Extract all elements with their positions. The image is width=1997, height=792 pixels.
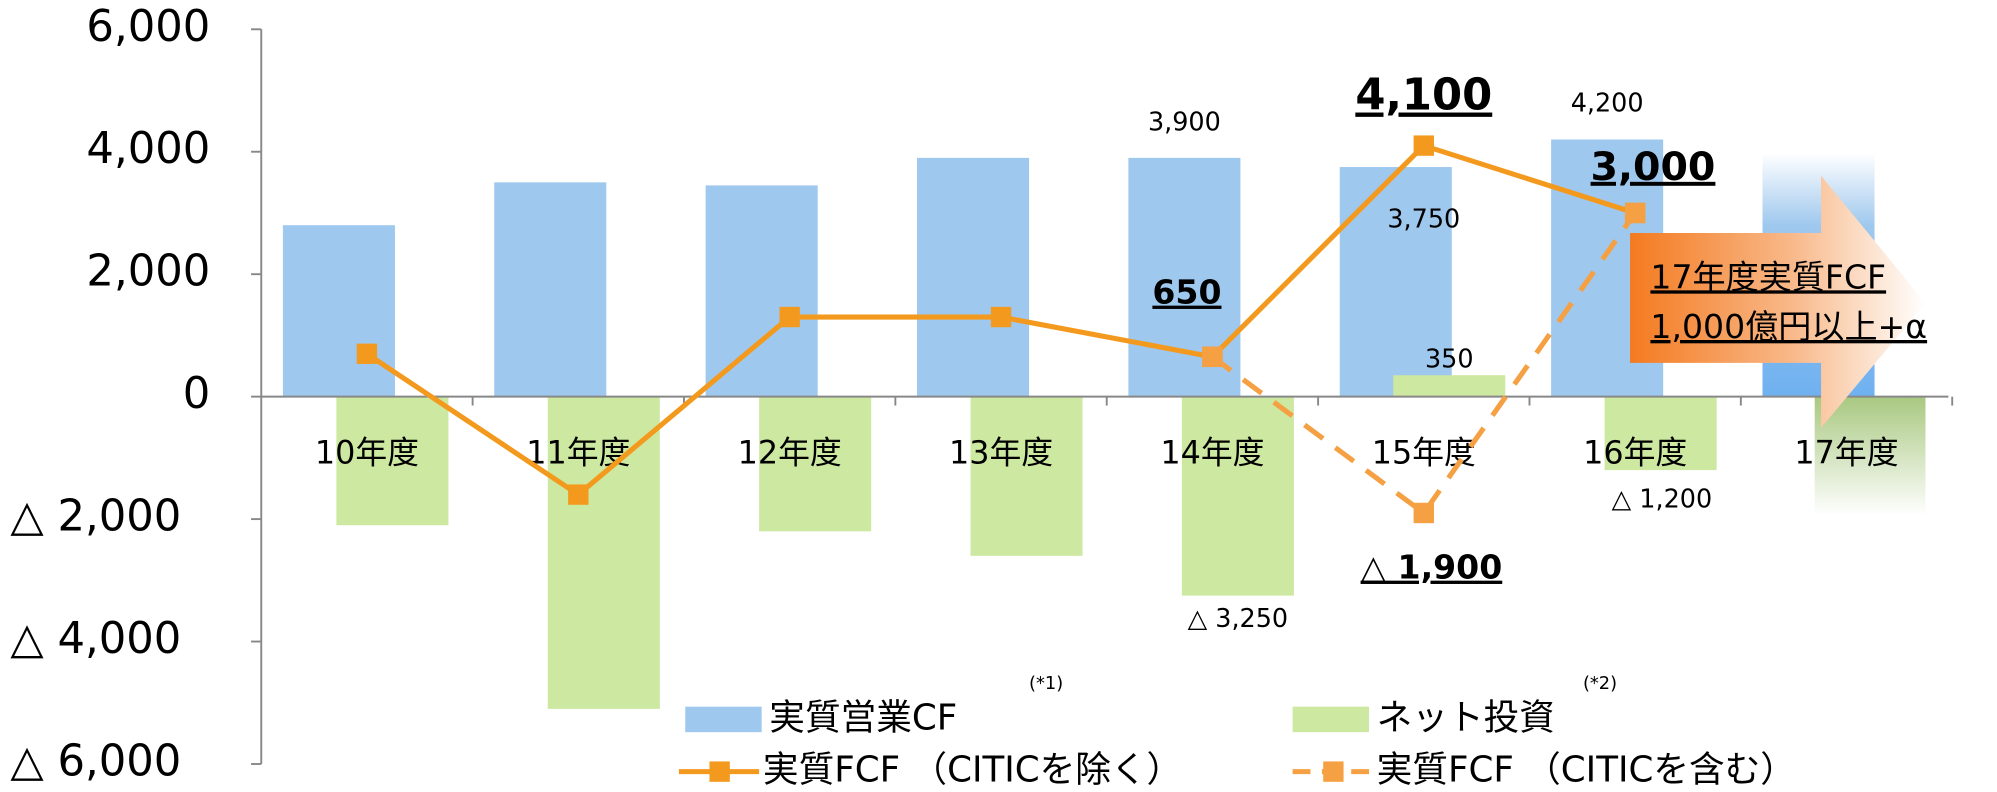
marker xyxy=(1624,202,1646,224)
marker xyxy=(1413,502,1434,524)
y-tick-label: △ 2,000 xyxy=(10,492,181,542)
marker xyxy=(356,343,378,364)
bar xyxy=(282,225,395,397)
legend-label: 実質FCF （CITICを含む） xyxy=(1377,750,1796,791)
callout-arrow xyxy=(1630,175,1926,428)
legend-label: 実質営業CF xyxy=(769,697,957,738)
x-tick-label: 15年度 xyxy=(1372,434,1476,472)
data-label: △ 3,250 xyxy=(1188,604,1289,634)
bar xyxy=(1181,396,1294,596)
y-tick-label: 6,000 xyxy=(86,2,210,52)
legend-note: (*1) xyxy=(1029,673,1063,694)
bar xyxy=(705,185,818,397)
legend-label: ネット投資 xyxy=(1377,697,1555,738)
bar xyxy=(547,396,660,709)
bar xyxy=(336,396,449,526)
legend-swatch xyxy=(709,761,730,782)
y-tick-label: △ 4,000 xyxy=(10,614,181,664)
data-label: △ 1,200 xyxy=(1612,484,1713,514)
bar xyxy=(1604,396,1717,471)
legend-swatch xyxy=(1323,761,1344,782)
data-label: 3,750 xyxy=(1387,204,1460,234)
data-label: △ 1,900 xyxy=(1361,548,1503,587)
marker xyxy=(1202,346,1223,368)
marker xyxy=(568,484,589,505)
bar xyxy=(970,396,1083,556)
data-label: 4,100 xyxy=(1355,71,1492,121)
legend-note: (*2) xyxy=(1583,673,1617,694)
data-label: 650 xyxy=(1152,273,1221,312)
marker xyxy=(990,306,1012,328)
y-tick-label: △ 6,000 xyxy=(10,736,181,786)
forecast-bar xyxy=(1814,396,1926,516)
x-tick-label: 14年度 xyxy=(1160,434,1264,472)
x-tick-label: 12年度 xyxy=(738,434,842,472)
x-tick-label: 13年度 xyxy=(949,434,1053,472)
data-label: 350 xyxy=(1425,344,1474,374)
y-tick-label: 0 xyxy=(183,369,211,419)
legend-label: 実質FCF （CITICを除く） xyxy=(763,750,1182,791)
marker xyxy=(779,306,800,328)
x-tick-label: 16年度 xyxy=(1583,434,1687,472)
bar xyxy=(1339,167,1452,397)
x-tick-label: 10年度 xyxy=(315,434,419,472)
x-tick-label: 17年度 xyxy=(1794,434,1898,472)
marker xyxy=(1413,135,1434,156)
y-tick-label: 2,000 xyxy=(86,247,210,297)
data-label: 3,000 xyxy=(1591,144,1716,190)
legend-swatch xyxy=(1292,706,1370,733)
line xyxy=(1210,211,1638,517)
y-tick-label: 4,000 xyxy=(86,124,210,174)
bar xyxy=(759,396,872,532)
data-label: 3,900 xyxy=(1148,108,1221,138)
bar xyxy=(917,157,1030,397)
bar xyxy=(494,182,607,397)
callout-text: 1,000億円以上+α xyxy=(1650,307,1927,346)
data-label: 4,200 xyxy=(1571,88,1644,118)
bar xyxy=(1393,375,1506,397)
legend-swatch xyxy=(685,706,762,733)
callout-text: 17年度実質FCF xyxy=(1650,257,1886,296)
